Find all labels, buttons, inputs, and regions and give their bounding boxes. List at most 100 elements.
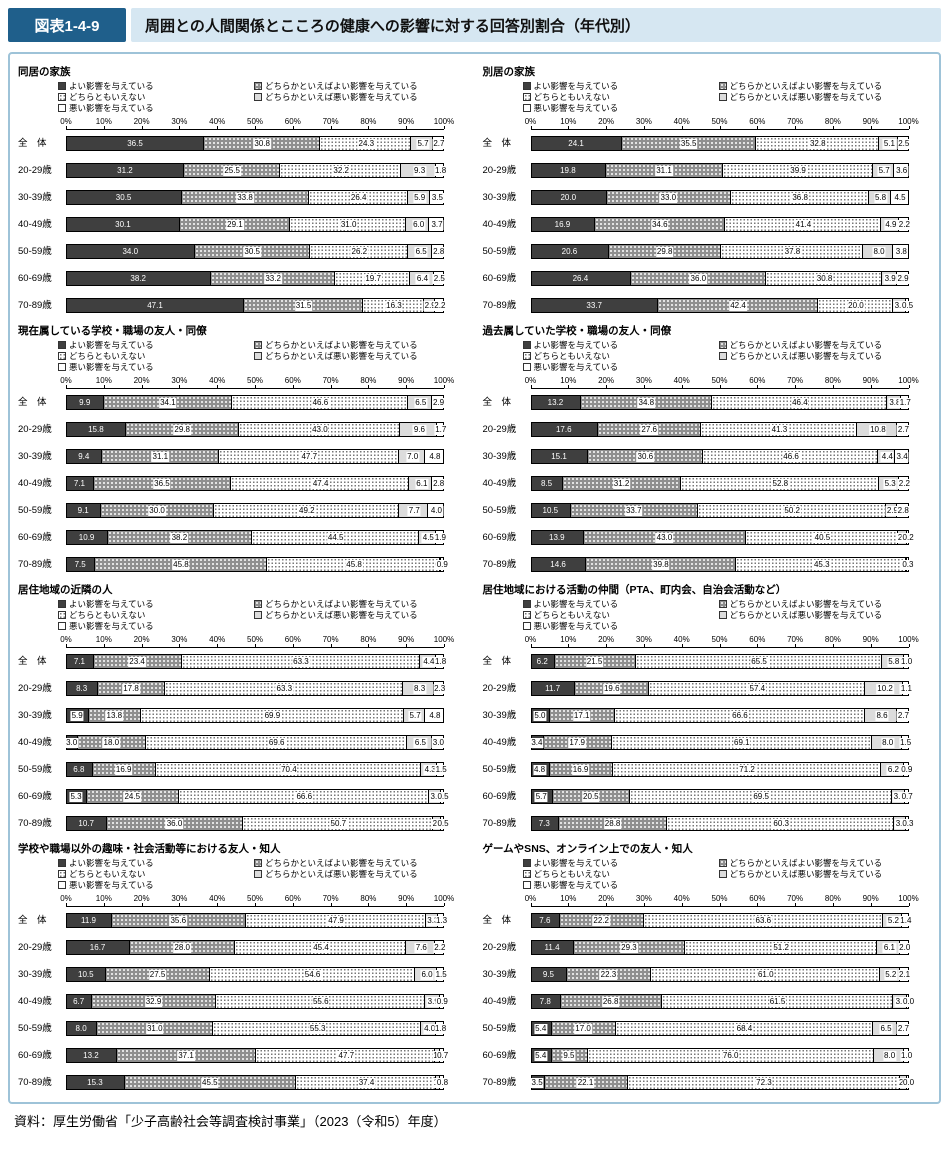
plot-area: 0% 10% 20% 30% 40% 50% 60% 70% 80% 90% 100% 全 体 36.5… — [18, 116, 466, 319]
bar-track — [66, 1048, 444, 1063]
axis-tick-label: 90% — [862, 635, 879, 644]
legend-item: よい影響を与えている — [58, 81, 254, 91]
stacked-bar: 5.3 24.5 66.6 3.2 0.5 — [66, 789, 450, 804]
bar-segment — [901, 736, 908, 749]
bar-row: 20-29歳 11.7 19.6 57.4 10.2 1.1 — [483, 675, 931, 702]
bar-segment — [438, 914, 443, 927]
bar-row: 30-39歳 10.5 27.5 54.6 6.0 1.5 — [18, 961, 466, 988]
bar-row: 30-39歳 9.4 31.1 47.7 7.0 4.8 — [18, 443, 466, 470]
legend-swatch-icon — [58, 600, 66, 608]
axis-tick-label: 30% — [635, 117, 652, 126]
bar-segment — [104, 396, 233, 409]
bar-segment — [406, 218, 430, 231]
category-label: 30-39歳 — [482, 969, 517, 980]
axis-tick-mark — [103, 126, 105, 129]
category-label: 20-29歳 — [18, 165, 52, 176]
axis-tick-mark — [368, 644, 370, 647]
category-label: 60-69歳 — [482, 791, 517, 802]
bar-track — [530, 449, 909, 464]
bar-segment — [432, 477, 443, 490]
plot-area: 0% 10% 20% 30% 40% 50% 60% 70% 80% 90% 100% 全 体 11.9… — [18, 893, 466, 1096]
axis-tick-label: 80% — [360, 117, 377, 126]
bar-segment — [880, 763, 905, 776]
bar-segment — [680, 477, 880, 490]
bar-segment — [531, 396, 582, 409]
stacked-bar: 31.2 25.5 32.2 9.3 1.8 — [66, 163, 448, 178]
legend-item: どちらかといえばよい影響を与えている — [718, 858, 882, 868]
bar-segment — [436, 1022, 443, 1035]
axis-tick-mark — [681, 644, 683, 647]
bar-segment — [409, 477, 433, 490]
legend-swatch-icon — [718, 341, 727, 349]
legend-swatch-icon — [254, 600, 262, 608]
legend-column: どちらかといえばよい影響を与えている どちらかといえば悪い影響を与えている — [718, 340, 882, 372]
axis-tick-mark — [568, 644, 570, 647]
axis-tick-label: 60% — [749, 376, 766, 385]
bar-segment — [570, 504, 698, 517]
bar-track — [530, 735, 909, 750]
legend-column: どちらかといえばよい影響を与えている どちらかといえば悪い影響を与えている — [718, 858, 882, 890]
axis-tick-label: 60% — [284, 635, 301, 644]
bar-segment — [658, 299, 818, 312]
legend-column: よい影響を与えている どちらともいえない 悪い影響を与えている — [522, 599, 719, 631]
legend-item: 悪い影響を与えている — [58, 880, 254, 890]
bar-segment — [583, 531, 746, 544]
axis-tick-mark — [795, 385, 797, 388]
axis-tick-label: 40% — [209, 894, 226, 903]
axis-tick-label: 10% — [560, 376, 577, 385]
axis-tick-label: 30% — [171, 376, 188, 385]
axis-tick-label: 50% — [711, 376, 728, 385]
axis-tick-mark — [606, 126, 608, 129]
bar-segment — [213, 1022, 422, 1035]
axis-tick-mark — [832, 903, 834, 906]
bar-segment — [905, 299, 908, 312]
bar-segment — [421, 1022, 437, 1035]
bar-segment — [106, 968, 210, 981]
axis-tick-label: 70% — [322, 635, 339, 644]
stacked-bar: 16.9 34.6 41.4 4.9 2.2 — [530, 217, 911, 232]
axis-tick-mark — [757, 903, 759, 906]
bar-segment — [643, 914, 883, 927]
bar-segment — [67, 709, 90, 722]
legend-swatch-icon — [522, 352, 531, 360]
category-label: 全 体 — [18, 138, 47, 149]
legend-label: よい影響を与えている — [533, 858, 619, 868]
bar-segment — [901, 396, 908, 409]
bar-row: 20-29歳 11.4 29.3 51.2 6.1 2.0 — [483, 934, 931, 961]
legend-swatch-icon — [522, 93, 531, 101]
bar-segment — [766, 272, 882, 285]
axis-tick-mark — [606, 644, 608, 647]
axis-tick-mark — [330, 903, 332, 906]
bar-segment — [864, 709, 898, 722]
bar-segment — [419, 655, 437, 668]
legend-item: よい影響を与えている — [522, 599, 719, 609]
bar-segment — [427, 504, 443, 517]
bar-row: 40-49歳 3.4 17.9 69.1 8.0 1.5 — [483, 729, 931, 756]
bar-segment — [67, 763, 93, 776]
axis-tick-mark — [530, 644, 532, 647]
axis-tick-mark — [179, 126, 181, 129]
bar-segment — [295, 1076, 437, 1089]
bar-segment — [67, 736, 79, 749]
legend-label: どちらかといえばよい影響を与えている — [265, 858, 418, 868]
bar-segment — [107, 817, 243, 830]
source-note: 資料：厚生労働省「少子高齢社会等調査検討事業」（2023（令和5）年度） — [14, 1114, 447, 1129]
bar-segment — [67, 299, 245, 312]
bar-segment — [67, 191, 182, 204]
bar-segment — [215, 995, 425, 1008]
axis-tick-label: 90% — [398, 117, 415, 126]
bar-track — [66, 136, 444, 151]
legend-label: どちらかといえば悪い影響を与えている — [729, 610, 883, 620]
bar-segment — [425, 914, 439, 927]
legend-column: どちらかといえばよい影響を与えている どちらかといえば悪い影響を与えている — [254, 858, 418, 890]
category-label: 20-29歳 — [482, 424, 517, 435]
bar-segment — [904, 790, 908, 803]
bar-segment — [95, 558, 268, 571]
bar-segment — [899, 968, 908, 981]
chart-title: 過去属していた学校・職場の友人・同僚 — [482, 325, 672, 337]
bar-segment — [429, 191, 443, 204]
bar-segment — [531, 1076, 545, 1089]
bar-row: 70-89歳 47.1 31.5 16.3 2.9 2.2 — [18, 292, 466, 319]
bar-segment — [722, 164, 873, 177]
